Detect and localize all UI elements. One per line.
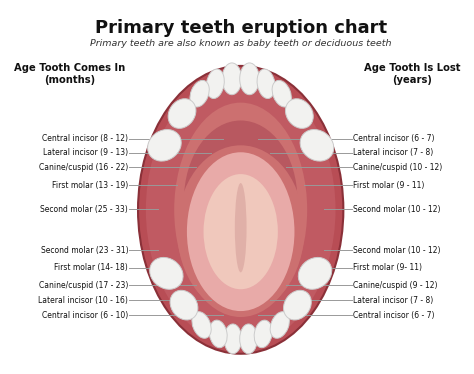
Ellipse shape	[161, 76, 321, 284]
Ellipse shape	[240, 324, 257, 354]
Text: Age Tooth Is Lost
(years): Age Tooth Is Lost (years)	[364, 63, 460, 85]
Ellipse shape	[190, 80, 209, 107]
Text: Primary teeth eruption chart: Primary teeth eruption chart	[95, 19, 387, 37]
Ellipse shape	[147, 129, 181, 161]
Text: Second molar (25 - 33): Second molar (25 - 33)	[40, 205, 128, 214]
Ellipse shape	[240, 63, 259, 95]
Text: Age Tooth Comes In
(months): Age Tooth Comes In (months)	[14, 63, 125, 85]
Text: First molar (9 - 11): First molar (9 - 11)	[353, 181, 425, 190]
Text: Central incisor (6 - 7): Central incisor (6 - 7)	[353, 134, 435, 143]
Text: Canine/cuspid (16 - 22): Canine/cuspid (16 - 22)	[39, 163, 128, 172]
Ellipse shape	[174, 102, 307, 317]
Ellipse shape	[192, 312, 211, 338]
Ellipse shape	[138, 66, 343, 354]
Ellipse shape	[224, 324, 242, 354]
Text: Lateral incisor (7 - 8): Lateral incisor (7 - 8)	[353, 148, 433, 157]
Ellipse shape	[146, 74, 336, 346]
Ellipse shape	[235, 183, 246, 272]
Text: First molar (14- 18): First molar (14- 18)	[55, 263, 128, 272]
Text: Central incisor (6 - 10): Central incisor (6 - 10)	[42, 310, 128, 319]
Ellipse shape	[150, 257, 183, 289]
Ellipse shape	[272, 80, 292, 107]
Text: Canine/cuspid (9 - 12): Canine/cuspid (9 - 12)	[353, 281, 438, 290]
Text: Lateral incisor (10 - 16): Lateral incisor (10 - 16)	[38, 296, 128, 305]
Ellipse shape	[222, 63, 242, 95]
Text: Canine/cuspid (10 - 12): Canine/cuspid (10 - 12)	[353, 163, 442, 172]
Text: Central incisor (6 - 7): Central incisor (6 - 7)	[353, 310, 435, 319]
Text: Primary teeth are also known as baby teeth or deciduous teeth: Primary teeth are also known as baby tee…	[90, 39, 392, 48]
Ellipse shape	[166, 93, 315, 327]
Ellipse shape	[298, 257, 332, 289]
Ellipse shape	[203, 174, 278, 289]
Ellipse shape	[170, 290, 198, 320]
Text: Canine/cuspid (17 - 23): Canine/cuspid (17 - 23)	[39, 281, 128, 290]
Ellipse shape	[168, 99, 196, 128]
Text: Lateral incisor (9 - 13): Lateral incisor (9 - 13)	[43, 148, 128, 157]
Text: Second molar (10 - 12): Second molar (10 - 12)	[353, 205, 441, 214]
Ellipse shape	[270, 312, 290, 338]
Text: First molar (9- 11): First molar (9- 11)	[353, 263, 422, 272]
Text: Second molar (10 - 12): Second molar (10 - 12)	[353, 246, 441, 255]
Ellipse shape	[254, 320, 272, 348]
Ellipse shape	[300, 129, 334, 161]
Ellipse shape	[187, 152, 294, 311]
Text: Lateral incisor (7 - 8): Lateral incisor (7 - 8)	[353, 296, 433, 305]
Ellipse shape	[283, 290, 311, 320]
Ellipse shape	[257, 69, 275, 98]
Ellipse shape	[285, 99, 313, 128]
Ellipse shape	[177, 145, 304, 314]
Ellipse shape	[184, 120, 297, 279]
Ellipse shape	[161, 140, 321, 339]
Text: First molar (13 - 19): First molar (13 - 19)	[52, 181, 128, 190]
Text: Second molar (23 - 31): Second molar (23 - 31)	[41, 246, 128, 255]
Ellipse shape	[206, 69, 224, 98]
Ellipse shape	[209, 320, 227, 348]
Text: Central incisor (8 - 12): Central incisor (8 - 12)	[42, 134, 128, 143]
